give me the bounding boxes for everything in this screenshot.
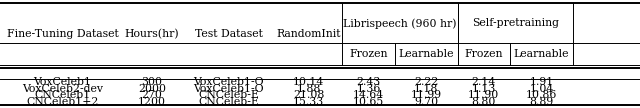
Text: CNCeleb-E: CNCeleb-E	[198, 97, 259, 106]
Text: 11.90: 11.90	[468, 90, 499, 100]
Text: 1.36: 1.36	[356, 84, 381, 94]
Text: Learnable: Learnable	[399, 49, 454, 59]
Text: 9.70: 9.70	[414, 97, 438, 106]
Text: 8.89: 8.89	[529, 97, 554, 106]
Text: 15.33: 15.33	[293, 97, 324, 106]
Text: 10.65: 10.65	[353, 97, 384, 106]
Text: CNCeleb1: CNCeleb1	[35, 90, 90, 100]
Text: 10.14: 10.14	[293, 77, 324, 87]
Text: Fine-Tuning Dataset: Fine-Tuning Dataset	[6, 29, 118, 39]
Text: VoxCeleb1: VoxCeleb1	[33, 77, 92, 87]
Text: 270: 270	[141, 90, 163, 100]
Text: 1.04: 1.04	[529, 84, 554, 94]
Text: VoxCeleb2-dev: VoxCeleb2-dev	[22, 84, 103, 94]
Text: Frozen: Frozen	[349, 49, 388, 59]
Text: 1.88: 1.88	[296, 84, 321, 94]
Text: 2.14: 2.14	[472, 77, 496, 87]
Text: 2.22: 2.22	[414, 77, 438, 87]
Text: 2000: 2000	[138, 84, 166, 94]
Text: 10.86: 10.86	[525, 90, 557, 100]
Text: RandomInit: RandomInit	[276, 29, 341, 39]
Text: Frozen: Frozen	[465, 49, 503, 59]
Text: Learnable: Learnable	[514, 49, 569, 59]
Text: 1.13: 1.13	[472, 84, 496, 94]
Text: 300: 300	[141, 77, 163, 87]
Text: 2.43: 2.43	[356, 77, 381, 87]
Text: VoxCeleb1-O: VoxCeleb1-O	[193, 84, 264, 94]
Text: CNCeleb-E: CNCeleb-E	[198, 90, 259, 100]
Text: Self-pretraining: Self-pretraining	[472, 18, 559, 28]
Text: 21.08: 21.08	[293, 90, 324, 100]
Text: Test Dataset: Test Dataset	[195, 29, 263, 39]
Text: 11.99: 11.99	[411, 90, 442, 100]
Text: Hours(hr): Hours(hr)	[125, 29, 179, 39]
Text: 1200: 1200	[138, 97, 166, 106]
Text: Librispeech (960 hr): Librispeech (960 hr)	[343, 18, 457, 29]
Text: VoxCeleb1-O: VoxCeleb1-O	[193, 77, 264, 87]
Text: 14.64: 14.64	[353, 90, 384, 100]
Text: 8.80: 8.80	[472, 97, 496, 106]
Text: CNCeleb1+2: CNCeleb1+2	[26, 97, 99, 106]
Text: 1.91: 1.91	[529, 77, 554, 87]
Text: 1.18: 1.18	[414, 84, 438, 94]
